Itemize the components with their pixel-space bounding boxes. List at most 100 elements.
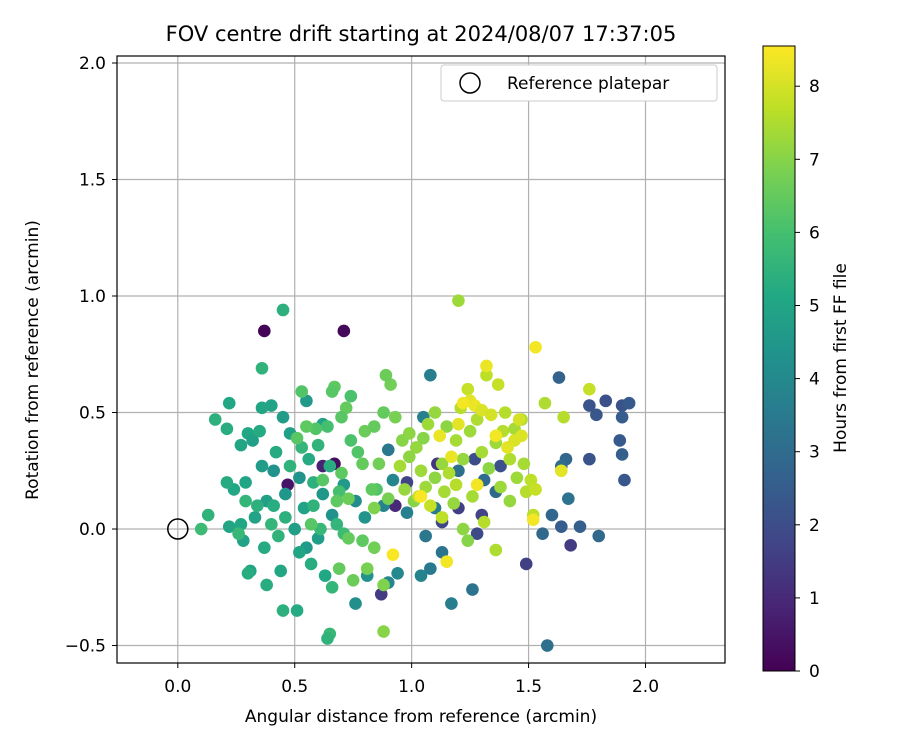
data-point [540,639,554,652]
data-point [536,527,549,540]
data-point [510,471,524,485]
x-tick-label: 0.5 [281,677,308,697]
data-point [293,546,306,559]
data-point [410,441,423,454]
colorbar-ticks: 0 1 2 3 4 5 6 7 8 [795,77,820,682]
data-point [491,378,505,391]
data-point [325,385,339,398]
data-point [356,534,369,547]
data-point [452,417,465,431]
y-tick-label: 1.0 [79,287,106,307]
legend: Reference platepar [440,64,718,102]
data-point [438,485,451,499]
data-point [503,452,517,466]
data-point [300,394,313,408]
data-point [337,324,351,338]
data-point [592,529,606,543]
data-point [239,476,252,489]
data-point [456,452,470,466]
data-point [515,429,528,443]
data-point [365,483,379,496]
data-point [440,555,454,568]
data-point [498,406,512,419]
data-point [618,473,631,487]
data-point [615,410,629,424]
reference-point [167,518,189,540]
data-point [503,494,517,508]
data-point [461,382,475,396]
data-point [321,632,334,645]
data-point [494,459,507,473]
data-point [435,546,449,559]
data-point [529,340,542,354]
data-point [470,478,484,492]
colorbar-tick-label: 0 [809,662,820,682]
y-tick-label: 0.5 [79,404,106,424]
data-point [435,457,449,471]
data-point [332,562,346,575]
data-point [325,508,339,522]
data-point [615,448,629,461]
data-point [220,422,234,436]
data-point [283,459,297,473]
data-point [583,382,596,396]
data-point [424,499,437,513]
data-point [403,450,416,464]
y-axis-ticks: −0.5 0.0 0.5 1.0 1.5 2.0 [65,54,117,657]
data-point [276,303,290,317]
data-point [466,490,479,503]
colorbar-tick-label: 8 [809,77,820,97]
data-point [265,518,278,531]
data-point [356,457,369,471]
data-point [367,541,381,554]
data-point [251,499,264,513]
y-tick-label: 1.5 [79,170,106,190]
x-axis-label: Angular distance from reference (arcmin) [245,707,597,727]
data-point [590,408,603,422]
data-point [248,511,262,524]
colorbar [762,45,796,672]
data-point [288,522,302,536]
data-point [279,487,292,501]
data-point [555,520,568,533]
data-point [480,368,493,382]
data-point [367,420,381,433]
data-point [456,522,470,536]
data-point [342,492,355,506]
data-point [424,562,437,575]
colorbar-tick-label: 5 [809,297,820,317]
data-point [403,427,416,440]
data-point [433,429,447,443]
data-point [258,324,271,338]
data-point [398,483,411,496]
data-point [377,578,390,592]
data-point [391,566,404,580]
data-point [388,410,402,424]
x-axis-ticks: 0.0 0.5 1.0 1.5 2.0 [164,663,659,697]
data-point [276,410,290,424]
data-point [583,399,596,412]
data-point [445,597,458,610]
x-tick-label: 0.0 [164,677,191,697]
data-point [414,490,428,503]
data-point [304,518,318,531]
data-point [428,471,442,485]
data-point [424,368,437,382]
data-point [269,445,283,459]
data-point [255,401,269,415]
data-point [258,541,271,554]
data-point [400,506,414,520]
data-point [295,385,309,398]
data-point [222,520,236,533]
data-point [314,522,327,536]
data-point [377,406,390,419]
data-point [475,403,489,417]
data-point [564,539,577,552]
data-point [372,457,386,471]
data-point [344,389,358,403]
data-point [349,597,362,610]
y-tick-label: −0.5 [65,637,106,657]
data-point [417,431,430,445]
data-point [318,569,332,582]
